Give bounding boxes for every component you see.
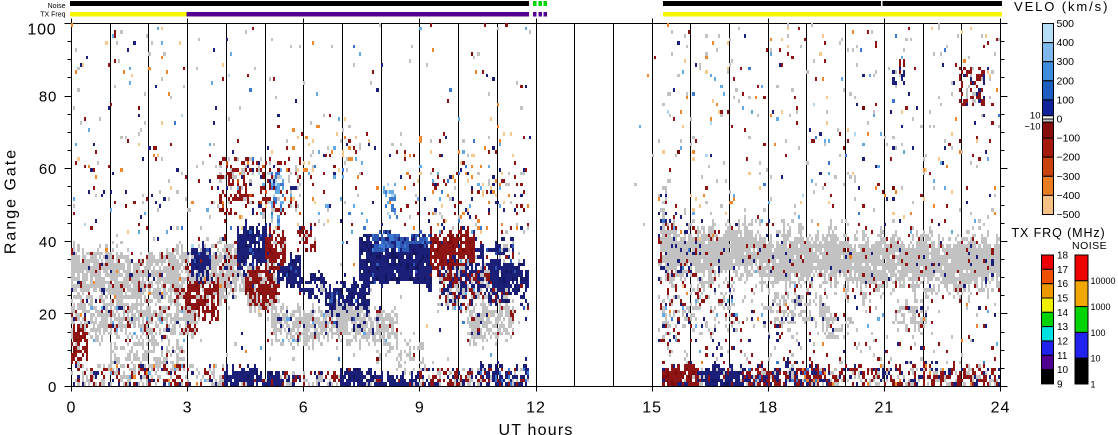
svg-text:−10: −10 <box>1024 122 1040 133</box>
svg-text:300: 300 <box>1057 56 1075 68</box>
svg-text:10: 10 <box>1030 110 1041 121</box>
svg-text:6: 6 <box>299 400 309 417</box>
svg-text:0: 0 <box>1057 114 1063 126</box>
svg-text:−500: −500 <box>1057 209 1081 221</box>
svg-text:UT hours: UT hours <box>498 422 573 435</box>
svg-text:20: 20 <box>39 306 57 323</box>
svg-text:1: 1 <box>1091 379 1096 389</box>
svg-text:18: 18 <box>1057 251 1069 262</box>
svg-text:500: 500 <box>1057 18 1075 30</box>
svg-text:21: 21 <box>874 400 894 417</box>
svg-text:12: 12 <box>526 400 546 417</box>
svg-text:3: 3 <box>183 400 193 417</box>
svg-text:100: 100 <box>27 22 56 39</box>
svg-text:200: 200 <box>1057 75 1075 87</box>
svg-text:60: 60 <box>39 161 57 178</box>
svg-text:13: 13 <box>1057 322 1069 333</box>
svg-text:1000: 1000 <box>1091 302 1111 312</box>
svg-text:−300: −300 <box>1057 171 1081 183</box>
svg-text:11: 11 <box>1057 351 1068 362</box>
svg-text:10: 10 <box>1057 365 1069 376</box>
svg-text:TX Freq: TX Freq <box>40 12 65 19</box>
svg-text:16: 16 <box>1057 279 1069 290</box>
svg-text:15: 15 <box>1057 293 1069 304</box>
svg-text:12: 12 <box>1057 336 1069 347</box>
svg-text:0: 0 <box>48 379 57 396</box>
svg-text:TX FRQ (MHz): TX FRQ (MHz) <box>1012 226 1106 240</box>
svg-text:15: 15 <box>642 400 662 417</box>
svg-text:400: 400 <box>1057 37 1075 49</box>
svg-text:10: 10 <box>1091 354 1101 364</box>
svg-text:24: 24 <box>991 400 1011 417</box>
svg-text:−100: −100 <box>1057 133 1081 145</box>
svg-text:9: 9 <box>1057 379 1063 390</box>
svg-text:100: 100 <box>1057 94 1075 106</box>
svg-text:17: 17 <box>1057 265 1069 276</box>
svg-text:Noise: Noise <box>48 3 66 10</box>
svg-text:80: 80 <box>39 89 57 106</box>
svg-text:NOISE: NOISE <box>1072 240 1107 252</box>
svg-text:40: 40 <box>39 234 57 251</box>
svg-text:−400: −400 <box>1057 190 1081 202</box>
svg-text:18: 18 <box>758 400 778 417</box>
svg-text:9: 9 <box>415 400 425 417</box>
svg-text:VELO (km/s): VELO (km/s) <box>1014 0 1109 14</box>
svg-text:14: 14 <box>1057 308 1069 319</box>
svg-text:−200: −200 <box>1057 152 1081 164</box>
svg-text:0: 0 <box>67 400 77 417</box>
svg-text:100: 100 <box>1091 328 1106 338</box>
svg-text:10000: 10000 <box>1091 276 1116 286</box>
svg-text:Range Gate: Range Gate <box>3 148 20 254</box>
